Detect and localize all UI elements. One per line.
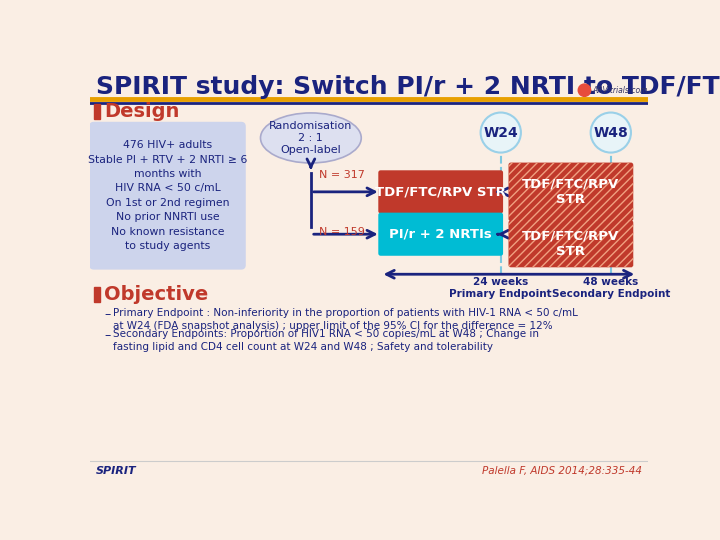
Bar — [94, 287, 100, 302]
Text: Palella F, AIDS 2014;28:335-44: Palella F, AIDS 2014;28:335-44 — [482, 465, 642, 476]
FancyBboxPatch shape — [89, 122, 246, 269]
Text: 48 weeks
Secondary Endpoint: 48 weeks Secondary Endpoint — [552, 278, 670, 299]
Text: N = 317: N = 317 — [319, 170, 364, 180]
Text: PI/r + 2 NRTIs: PI/r + 2 NRTIs — [390, 228, 492, 241]
Text: Secondary Endpoints: Proportion of HIV1 RNA < 50 copies/mL at W48 ; Change in
fa: Secondary Endpoints: Proportion of HIV1 … — [113, 329, 539, 352]
Text: N = 159: N = 159 — [319, 227, 364, 237]
Text: Randomisation
2 : 1
Open-label: Randomisation 2 : 1 Open-label — [269, 122, 353, 154]
Text: TDF/FTC/RPV
STR: TDF/FTC/RPV STR — [522, 178, 619, 206]
FancyBboxPatch shape — [508, 163, 634, 221]
Text: ARV-trials.com: ARV-trials.com — [593, 86, 648, 94]
Bar — [94, 104, 100, 119]
Text: TDF/FTC/RPV
STR: TDF/FTC/RPV STR — [522, 230, 619, 258]
Text: 24 weeks
Primary Endpoint: 24 weeks Primary Endpoint — [449, 278, 552, 299]
Text: SPIRIT: SPIRIT — [96, 465, 137, 476]
Text: Primary Endpoint : Non-inferiority in the proportion of patients with HIV-1 RNA : Primary Endpoint : Non-inferiority in th… — [113, 308, 578, 332]
Text: W24: W24 — [483, 126, 518, 139]
Text: 476 HIV+ adults
Stable PI + RTV + 2 NRTI ≥ 6
months with
HIV RNA < 50 c/mL
On 1s: 476 HIV+ adults Stable PI + RTV + 2 NRTI… — [88, 140, 247, 251]
Circle shape — [590, 112, 631, 153]
Text: TDF/FTC/RPV STR: TDF/FTC/RPV STR — [375, 185, 506, 198]
FancyBboxPatch shape — [378, 213, 503, 256]
Text: Design: Design — [104, 102, 179, 122]
FancyBboxPatch shape — [508, 220, 634, 267]
Text: –: – — [104, 329, 110, 342]
Text: SPIRIT study: Switch PI/r + 2 NRTI to TDF/FTC/RPV: SPIRIT study: Switch PI/r + 2 NRTI to TD… — [96, 75, 720, 99]
Circle shape — [578, 84, 590, 96]
FancyBboxPatch shape — [378, 170, 503, 213]
Text: Objective: Objective — [104, 285, 208, 304]
Text: –: – — [104, 308, 110, 321]
Ellipse shape — [261, 113, 361, 163]
Text: W48: W48 — [593, 126, 628, 139]
Circle shape — [481, 112, 521, 153]
